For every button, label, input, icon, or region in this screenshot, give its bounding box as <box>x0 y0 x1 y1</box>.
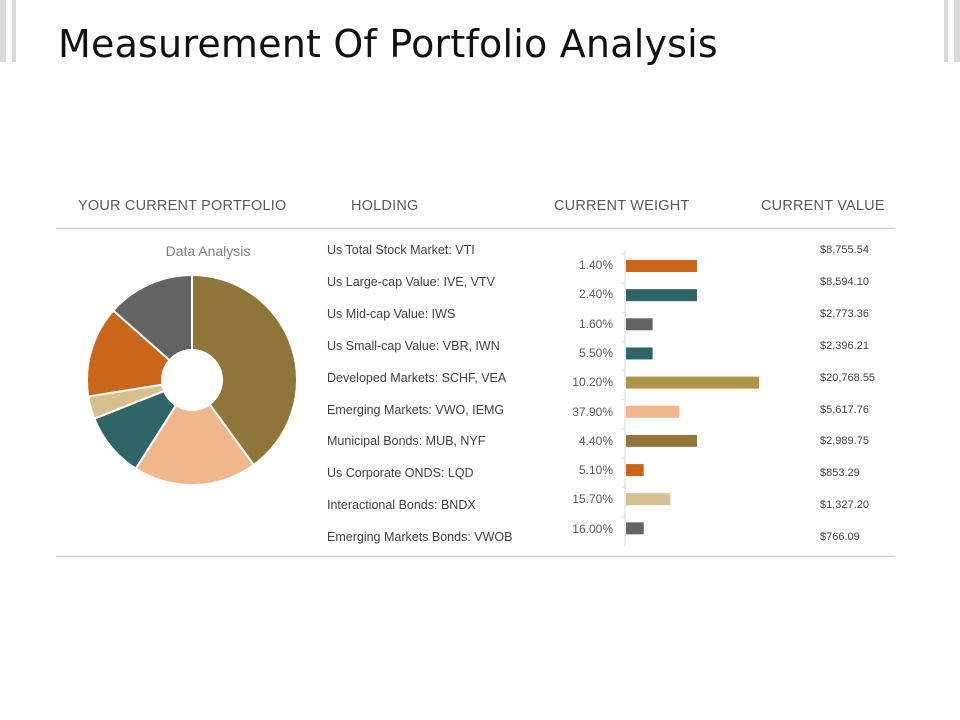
holding-label: Interactional Bonds: BNDX <box>327 498 476 513</box>
current-value: $2,989.75 <box>820 435 869 448</box>
weight-bar-chart <box>622 250 760 546</box>
header-value: CURRENT VALUE <box>761 198 885 214</box>
current-value: $5,617.76 <box>820 403 869 416</box>
current-value: $8,755.54 <box>820 244 869 256</box>
weight-label: 4.40% <box>578 433 613 448</box>
weight-bar <box>626 318 653 331</box>
holding-label: Us Mid-cap Value: IWS <box>327 306 456 321</box>
current-value: $2,773.36 <box>820 307 869 320</box>
current-value: $20,768.55 <box>820 371 876 384</box>
holding-label: Emerging Markets: VWO, IEMG <box>327 402 505 417</box>
weight-bar <box>626 376 760 389</box>
page-title: Measurement Of Portfolio Analysis <box>58 22 718 66</box>
table-bottom-rule <box>56 556 895 557</box>
weight-label: 5.10% <box>578 463 613 478</box>
weight-label: 37.90% <box>572 404 613 419</box>
weight-label: 16.00% <box>572 521 613 536</box>
holding-label: Us Small-cap Value: VBR, IWN <box>327 338 500 353</box>
current-value: $2,396.21 <box>820 339 869 352</box>
weight-label: 2.40% <box>578 287 613 302</box>
weight-bar <box>626 405 680 418</box>
weight-bar <box>626 464 644 477</box>
weight-label: 1.40% <box>578 258 613 272</box>
holding-label: Us Large-cap Value: IVE, VTV <box>327 274 495 289</box>
donut-slice-6 <box>111 273 193 383</box>
header-weight: CURRENT WEIGHT <box>554 198 690 214</box>
current-value: $766.09 <box>820 531 860 544</box>
edge-decoration <box>944 0 948 62</box>
donut-hole <box>161 349 223 411</box>
weight-bar <box>626 434 697 447</box>
holding-label: Us Corporate ONDS: LQD <box>327 466 474 481</box>
weight-bar <box>626 493 671 506</box>
weight-bar <box>626 347 653 360</box>
holding-label: Emerging Markets Bonds: VWOB <box>327 530 513 545</box>
edge-decoration <box>0 0 6 62</box>
edge-decoration <box>12 0 16 62</box>
header-holding: HOLDING <box>351 198 419 214</box>
weight-label: 5.50% <box>578 345 613 360</box>
holding-label: Municipal Bonds: MUB, NYF <box>327 434 486 449</box>
current-value: $1,327.20 <box>820 499 869 512</box>
donut-slice-2 <box>134 378 256 486</box>
current-value: $853.29 <box>820 467 860 480</box>
donut-chart <box>86 273 298 486</box>
table-top-rule <box>56 228 895 229</box>
weight-label: 10.20% <box>572 375 613 390</box>
weight-bar <box>626 260 697 272</box>
weight-bar <box>626 522 644 535</box>
edge-decoration <box>954 0 960 62</box>
donut-slice-1 <box>191 273 298 467</box>
holding-label: Developed Markets: SCHF, VEA <box>327 370 507 385</box>
header-portfolio: YOUR CURRENT PORTFOLIO <box>78 198 287 214</box>
holding-label: Us Total Stock Market: VTI <box>327 243 475 257</box>
current-value: $8,594.10 <box>820 275 869 288</box>
weight-label: 15.70% <box>572 492 613 507</box>
weight-bar <box>626 289 697 302</box>
donut-chart-title: Data Analysis <box>165 243 251 259</box>
weight-label: 1.60% <box>578 316 613 331</box>
